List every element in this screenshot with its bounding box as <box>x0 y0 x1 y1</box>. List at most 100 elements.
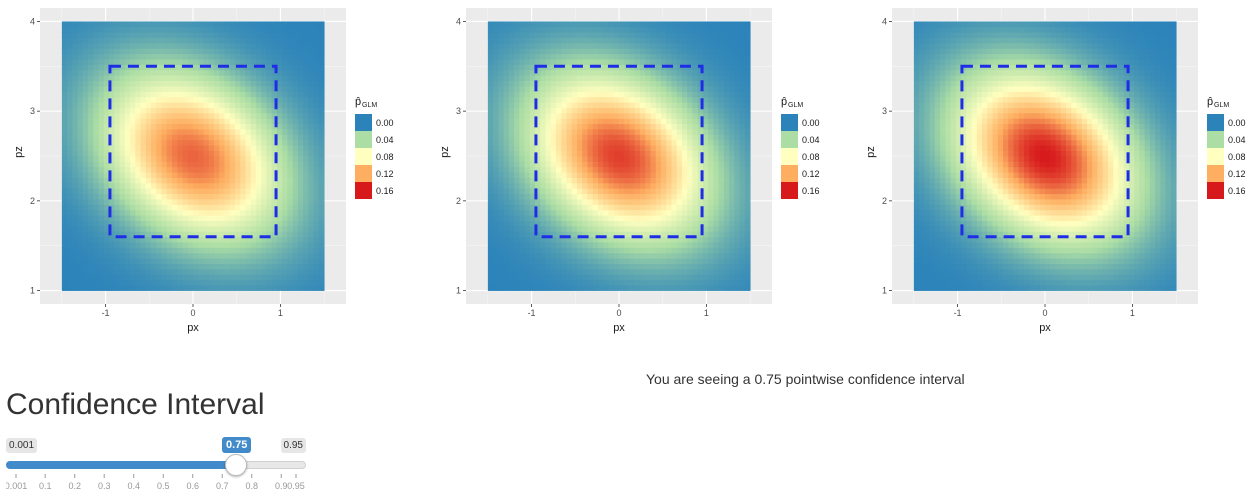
heatmap-tile <box>219 172 225 178</box>
heatmap-tile <box>708 156 714 162</box>
heatmap-tile <box>708 220 714 227</box>
heatmap-tile <box>660 102 667 108</box>
heatmap-tile <box>287 279 294 286</box>
heatmap-tile <box>187 182 194 189</box>
heatmap-tile <box>193 42 199 49</box>
heatmap-tile <box>77 220 84 227</box>
heatmap-tile <box>681 53 688 60</box>
heatmap-tile <box>508 177 515 184</box>
heatmap-tile <box>292 86 299 92</box>
heatmap-tile <box>77 91 84 98</box>
heatmap-tile <box>529 32 536 38</box>
heatmap-tile <box>208 69 215 76</box>
heatmap-tile <box>172 247 178 254</box>
heatmap-tile <box>676 112 683 119</box>
heatmap-tile <box>708 53 714 60</box>
heatmap-tile <box>276 188 283 195</box>
heatmap-tile <box>508 225 515 232</box>
heatmap-tile <box>166 80 173 87</box>
heatmap-tile <box>161 172 168 178</box>
heatmap-tile <box>692 86 699 92</box>
heatmap-tile <box>292 107 299 114</box>
heatmap-tile <box>634 107 641 114</box>
heatmap-tile <box>203 274 210 281</box>
heatmap-tile <box>577 96 583 103</box>
heatmap-tile <box>598 188 604 195</box>
heatmap-tile <box>61 21 68 28</box>
heatmap-tile <box>729 236 735 243</box>
heatmap-tile <box>566 258 573 265</box>
heatmap-tile <box>619 166 625 173</box>
heatmap-tile <box>697 37 704 44</box>
heatmap-tile <box>734 209 741 216</box>
heatmap-tile <box>77 107 84 114</box>
heatmap-tile <box>498 177 504 184</box>
heatmap-tile <box>587 96 594 103</box>
heatmap-tile <box>734 215 741 221</box>
heatmap-tile <box>592 231 599 238</box>
heatmap-tile <box>561 150 567 157</box>
heatmap-tile <box>82 247 89 254</box>
heatmap-tile <box>629 37 636 44</box>
heatmap-tile <box>114 269 120 275</box>
heatmap-tile <box>229 139 236 146</box>
heatmap-tile <box>487 242 494 248</box>
heatmap-tile <box>318 129 325 135</box>
heatmap-tile <box>577 231 583 238</box>
heatmap-tile <box>692 107 699 114</box>
heatmap-tile <box>276 32 283 38</box>
heatmap-tile <box>208 204 215 211</box>
heatmap-tile <box>540 269 546 275</box>
heatmap-tile <box>313 193 320 200</box>
heatmap-tile <box>130 21 136 28</box>
heatmap-tile <box>297 161 304 168</box>
heatmap-tile <box>208 91 215 98</box>
heatmap-tile <box>229 247 236 254</box>
heatmap-tile <box>519 42 525 49</box>
heatmap-tile <box>519 150 525 157</box>
heatmap-tile <box>130 123 136 130</box>
heatmap-tile <box>660 172 667 178</box>
heatmap-tile <box>535 285 541 291</box>
heatmap-tile <box>224 123 231 130</box>
heatmap-tile <box>592 96 599 103</box>
heatmap-tile <box>156 118 162 125</box>
heatmap-tile <box>550 80 557 87</box>
heatmap-tile <box>219 209 225 216</box>
heatmap-tile <box>250 37 257 44</box>
heatmap-tile <box>250 172 257 178</box>
heatmap-tile <box>88 156 94 162</box>
heatmap-tile <box>82 53 89 60</box>
heatmap-tile <box>582 269 588 275</box>
heatmap-tile <box>297 112 304 119</box>
heatmap-tile <box>72 129 78 135</box>
heatmap-tile <box>556 145 562 152</box>
heatmap-tile <box>540 285 546 291</box>
heatmap-tile <box>556 48 562 55</box>
heatmap-tile <box>276 37 283 44</box>
heatmap-tile <box>313 64 320 71</box>
heatmap-tile <box>187 91 194 98</box>
heatmap-tile <box>255 161 262 168</box>
heatmap-tile <box>103 150 110 157</box>
heatmap-tile <box>177 161 183 168</box>
heatmap-tile <box>119 215 126 221</box>
heatmap-tile <box>508 279 515 286</box>
heatmap-tile <box>161 242 168 248</box>
heatmap-tile <box>130 215 136 221</box>
heatmap-tile <box>660 69 667 76</box>
heatmap-tile <box>213 26 220 33</box>
heatmap-tile <box>72 188 78 195</box>
heatmap-tile <box>271 236 278 243</box>
heatmap-tile <box>514 220 520 227</box>
heatmap-tile <box>734 123 741 130</box>
heatmap-tile <box>61 64 68 71</box>
heatmap-tile <box>72 69 78 76</box>
heatmap-tile <box>234 123 241 130</box>
heatmap-tile <box>119 236 126 243</box>
heatmap-tile <box>187 107 194 114</box>
heatmap-tile <box>271 225 278 232</box>
heatmap-tile <box>619 231 625 238</box>
heatmap-tile <box>109 166 115 173</box>
heatmap-tile <box>303 161 309 168</box>
